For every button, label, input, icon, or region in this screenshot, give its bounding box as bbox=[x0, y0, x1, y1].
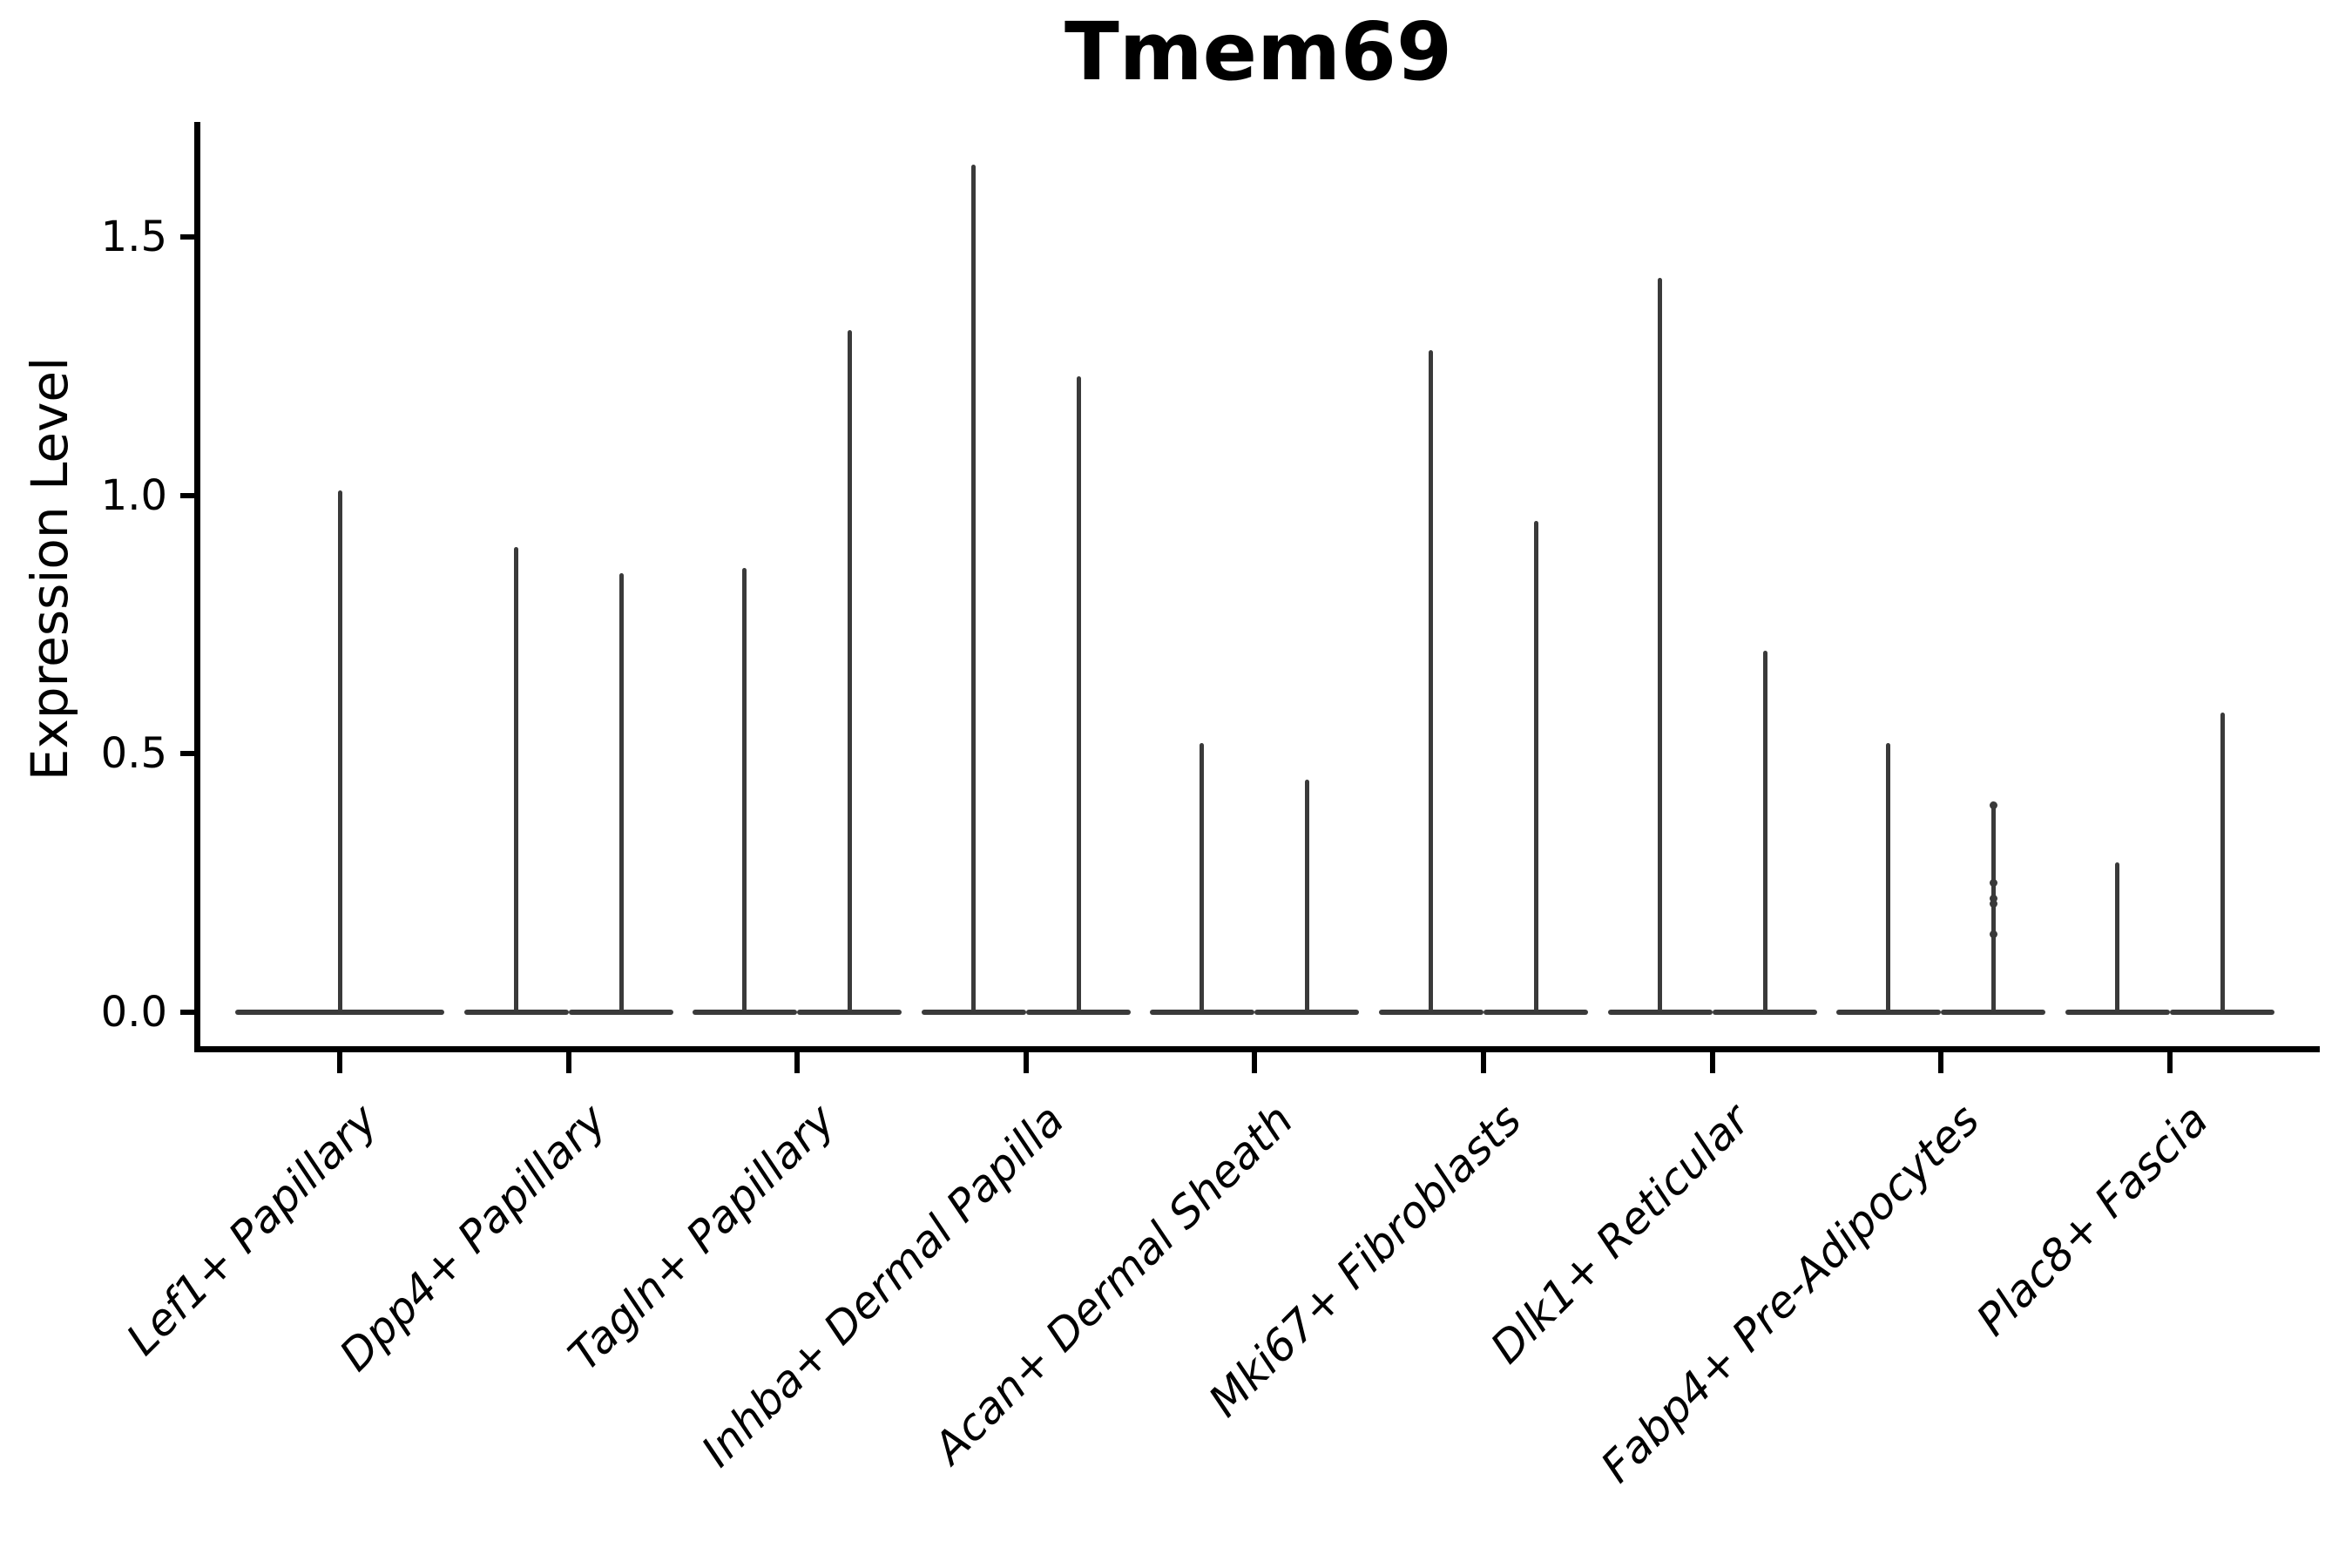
jitter-point bbox=[1990, 801, 1998, 810]
y-tick bbox=[180, 1010, 198, 1015]
violin-spike bbox=[1429, 350, 1433, 1015]
violin-spike bbox=[848, 329, 853, 1015]
violin-spike bbox=[2220, 712, 2225, 1015]
y-axis-label: Expression Level bbox=[20, 356, 79, 781]
x-tick bbox=[565, 1052, 571, 1073]
violin-spike bbox=[1886, 743, 1891, 1015]
violin-spike bbox=[1762, 650, 1767, 1015]
violin-spike bbox=[618, 572, 624, 1015]
y-tick-label: 1.5 bbox=[100, 212, 167, 261]
jitter-point bbox=[1990, 879, 1998, 888]
y-tick bbox=[180, 233, 198, 240]
x-tick bbox=[1481, 1052, 1486, 1073]
x-tick bbox=[1709, 1052, 1715, 1073]
violin-spike bbox=[337, 490, 342, 1015]
violin-spike bbox=[970, 164, 976, 1015]
violin-spike bbox=[1534, 521, 1538, 1015]
violin-spike bbox=[1657, 278, 1662, 1015]
y-tick-label: 1.0 bbox=[100, 470, 167, 520]
y-tick bbox=[180, 492, 198, 498]
x-tick bbox=[794, 1052, 801, 1073]
x-tick bbox=[1023, 1052, 1029, 1073]
x-axis-line bbox=[194, 1046, 2320, 1052]
jitter-point bbox=[1990, 899, 1998, 908]
x-tick bbox=[337, 1052, 342, 1073]
violin-spike bbox=[1200, 743, 1205, 1015]
violin-spike bbox=[2114, 862, 2119, 1015]
violin-spike bbox=[1305, 779, 1310, 1015]
jitter-point bbox=[1990, 894, 1998, 902]
y-tick-label: 0.5 bbox=[100, 729, 167, 779]
violin-spike bbox=[513, 546, 518, 1015]
violin-spike bbox=[1991, 805, 1997, 1015]
x-tick-label: Fabp4+ Pre-Adipocytes bbox=[1591, 1094, 1989, 1493]
y-tick-label: 0.0 bbox=[100, 988, 167, 1037]
jitter-point bbox=[1990, 930, 1998, 939]
y-axis-line bbox=[194, 122, 200, 1052]
x-tick bbox=[1938, 1052, 1944, 1073]
x-tick-label: Plac8+ Fascia bbox=[1966, 1094, 2218, 1346]
x-tick bbox=[2166, 1052, 2173, 1073]
violin-spike bbox=[742, 567, 747, 1015]
y-tick bbox=[180, 751, 198, 757]
x-tick-label: Lef1+ Papillary bbox=[117, 1094, 388, 1365]
chart-title: Tmem69 bbox=[1064, 5, 1452, 98]
x-tick bbox=[1252, 1052, 1258, 1073]
violin-spike bbox=[1076, 376, 1081, 1015]
